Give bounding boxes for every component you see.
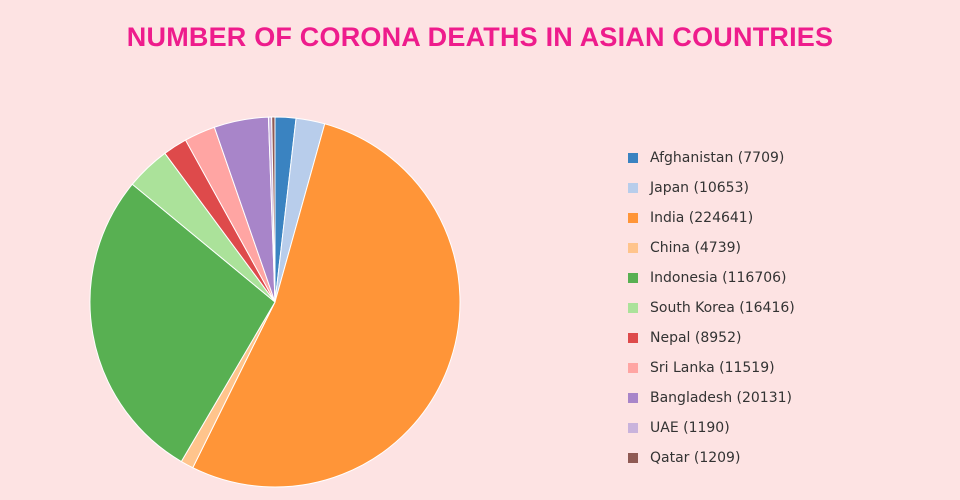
legend-swatch — [628, 333, 638, 343]
legend-item: India (224641) — [628, 203, 795, 233]
legend-label: Sri Lanka (11519) — [650, 360, 775, 376]
legend-swatch — [628, 273, 638, 283]
legend-swatch — [628, 183, 638, 193]
legend-swatch — [628, 453, 638, 463]
legend-item: South Korea (16416) — [628, 293, 795, 323]
legend-swatch — [628, 363, 638, 373]
legend-label: Afghanistan (7709) — [650, 150, 785, 166]
legend-swatch — [628, 423, 638, 433]
legend-swatch — [628, 153, 638, 163]
legend-item: UAE (1190) — [628, 413, 795, 443]
legend-item: Nepal (8952) — [628, 323, 795, 353]
legend-item: Sri Lanka (11519) — [628, 353, 795, 383]
legend-label: India (224641) — [650, 210, 754, 226]
pie-slice-2 — [192, 123, 461, 488]
legend-item: Bangladesh (20131) — [628, 383, 795, 413]
legend-swatch — [628, 243, 638, 253]
legend-item: Japan (10653) — [628, 173, 795, 203]
chart-title: NUMBER OF CORONA DEATHS IN ASIAN COUNTRI… — [126, 22, 834, 52]
legend-swatch — [628, 303, 638, 313]
legend-label: South Korea (16416) — [650, 300, 795, 316]
legend-label: Indonesia (116706) — [650, 270, 787, 286]
legend-label: China (4739) — [650, 240, 741, 256]
legend-item: Qatar (1209) — [628, 443, 795, 473]
legend-item: Indonesia (116706) — [628, 263, 795, 293]
legend: Afghanistan (7709) Japan (10653) India (22… — [628, 143, 795, 473]
legend-swatch — [628, 213, 638, 223]
legend-label: Bangladesh (20131) — [650, 390, 792, 406]
legend-label: Japan (10653) — [650, 180, 749, 196]
pie-slice-4 — [89, 183, 276, 463]
legend-label: Qatar (1209) — [650, 450, 741, 466]
legend-label: Nepal (8952) — [650, 330, 742, 346]
legend-swatch — [628, 393, 638, 403]
legend-item: China (4739) — [628, 233, 795, 263]
legend-label: UAE (1190) — [650, 420, 730, 436]
pie-slice-10 — [271, 116, 276, 303]
legend-item: Afghanistan (7709) — [628, 143, 795, 173]
